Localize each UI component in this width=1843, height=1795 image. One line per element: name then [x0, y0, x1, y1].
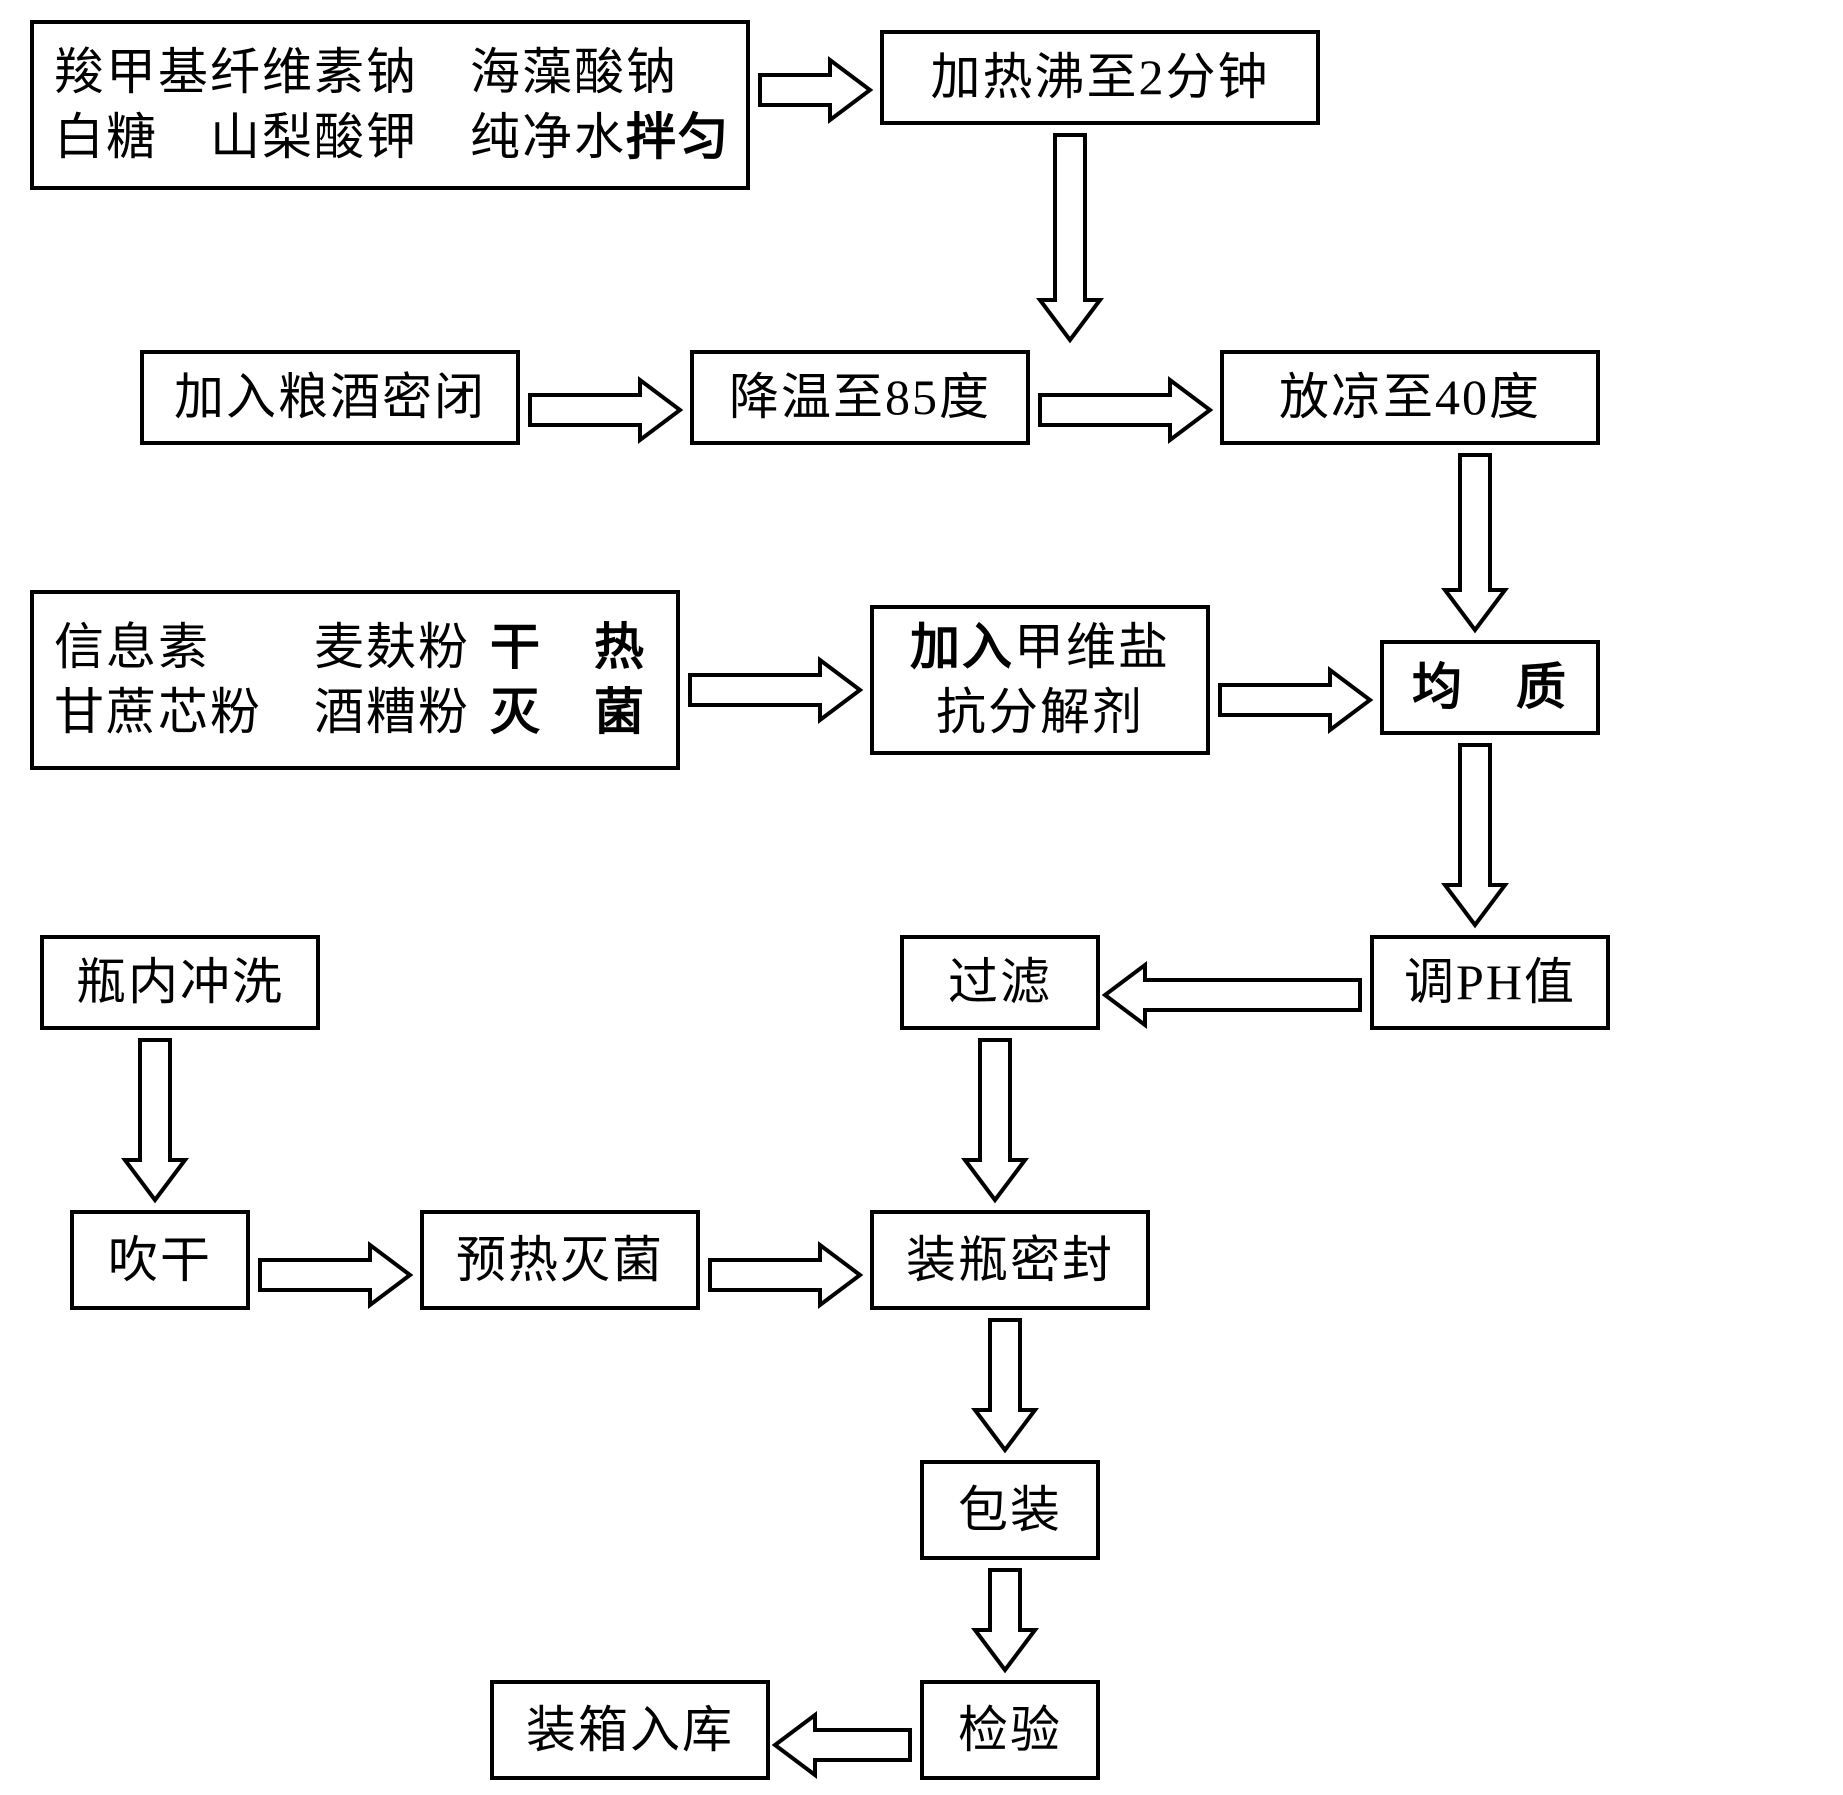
node-text: 干 热 — [490, 615, 646, 680]
node-cool-40: 放凉至40度 — [1220, 350, 1600, 445]
node-boil-2min: 加热沸至2分钟 — [880, 30, 1320, 125]
flow-arrow — [1445, 745, 1505, 925]
node-dry-heat-sterilize: 信息素 麦麸粉 干 热 甘蔗芯粉 酒糟粉 灭 菌 — [30, 590, 680, 770]
node-homogenize: 均 质 — [1380, 640, 1600, 735]
node-bottle-seal: 装瓶密封 — [870, 1210, 1150, 1310]
node-text: 均 质 — [1412, 655, 1568, 720]
node-text: 调PH值 — [1404, 950, 1576, 1015]
node-text: 过滤 — [948, 950, 1052, 1015]
flow-arrow — [975, 1570, 1035, 1670]
flow-arrow — [710, 1245, 860, 1305]
flow-arrow — [1105, 965, 1360, 1025]
node-text: 降温至85度 — [729, 365, 991, 430]
flow-arrow — [1040, 380, 1210, 440]
node-text: 拌匀 — [626, 105, 730, 170]
flow-arrow — [690, 660, 860, 720]
node-text: 甘蔗芯粉 酒糟粉 — [54, 680, 470, 745]
node-text: 加入粮酒密闭 — [174, 365, 486, 430]
node-text: 包装 — [958, 1478, 1062, 1543]
node-text: 装瓶密封 — [906, 1228, 1114, 1293]
node-blow-dry: 吹干 — [70, 1210, 250, 1310]
flow-arrow — [965, 1040, 1025, 1200]
node-add-grain-wine: 加入粮酒密闭 — [140, 350, 520, 445]
node-bottle-rinse: 瓶内冲洗 — [40, 935, 320, 1030]
node-text: 灭 菌 — [490, 680, 646, 745]
node-inspection: 检验 — [920, 1680, 1100, 1780]
node-packaging: 包装 — [920, 1460, 1100, 1560]
node-text: 吹干 — [108, 1228, 212, 1293]
flow-arrow — [1445, 455, 1505, 630]
flow-arrow — [260, 1245, 410, 1305]
node-ingredients-mix: 羧甲基纤维素钠 海藻酸钠 白糖 山梨酸钾 纯净水 拌匀 — [30, 20, 750, 190]
node-add-emamectin: 加入甲维盐 抗分解剂 — [870, 605, 1210, 755]
node-filter: 过滤 — [900, 935, 1100, 1030]
node-text: 瓶内冲洗 — [76, 950, 284, 1015]
node-text: 白糖 山梨酸钾 纯净水 — [54, 105, 626, 170]
flow-arrow — [775, 1715, 910, 1775]
flow-arrow — [530, 380, 680, 440]
flowchart-canvas: 羧甲基纤维素钠 海藻酸钠 白糖 山梨酸钾 纯净水 拌匀 加热沸至2分钟 加入粮酒… — [0, 0, 1843, 1795]
node-preheat-sterilize: 预热灭菌 — [420, 1210, 700, 1310]
node-text: 检验 — [958, 1698, 1062, 1763]
node-text: 放凉至40度 — [1279, 365, 1541, 430]
flow-arrow — [125, 1040, 185, 1200]
node-text: 羧甲基纤维素钠 海藻酸钠 — [54, 40, 730, 105]
flow-arrow — [760, 60, 870, 120]
node-text: 甲维盐 — [1014, 619, 1170, 675]
node-text: 装箱入库 — [526, 1698, 734, 1763]
flow-arrow — [1220, 670, 1370, 730]
node-adjust-ph: 调PH值 — [1370, 935, 1610, 1030]
node-text: 加热沸至2分钟 — [931, 45, 1270, 110]
node-text: 预热灭菌 — [456, 1228, 664, 1293]
node-cool-85: 降温至85度 — [690, 350, 1030, 445]
flow-arrow — [1040, 135, 1100, 340]
node-text: 信息素 麦麸粉 — [54, 615, 470, 680]
node-box-warehouse: 装箱入库 — [490, 1680, 770, 1780]
node-text: 加入 — [910, 619, 1014, 675]
flow-arrow — [975, 1320, 1035, 1450]
node-text: 抗分解剂 — [910, 680, 1170, 745]
